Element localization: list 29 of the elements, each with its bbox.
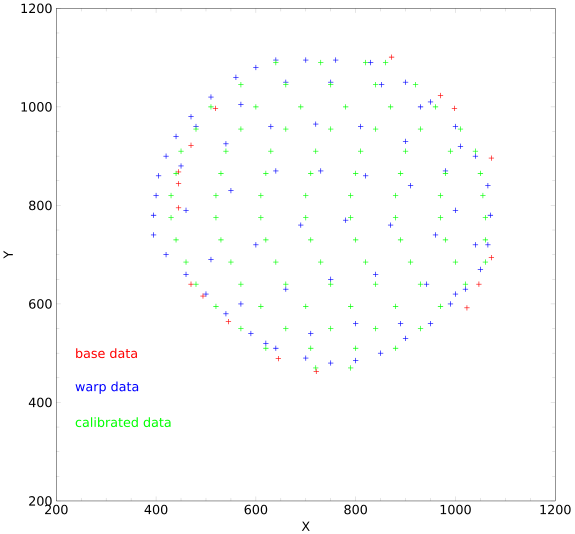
point [188, 281, 194, 287]
y-tick-label: 1200 [22, 3, 52, 13]
point [438, 92, 444, 98]
x-tick-label: 200 [45, 504, 68, 514]
y-tick-label: 1000 [22, 102, 52, 112]
y-axis-title: Y [4, 250, 13, 258]
y-tick-label: 400 [28, 397, 52, 408]
point [464, 304, 470, 311]
point [212, 105, 218, 112]
x-tick-label: 400 [144, 504, 168, 514]
x-tick-label: 600 [244, 504, 268, 514]
x-tick-label: 1200 [540, 504, 571, 514]
y-tick-label: 600 [29, 298, 52, 309]
point [176, 168, 182, 175]
x-tick-label: 800 [344, 504, 367, 514]
x-tick-label: 1000 [440, 504, 471, 514]
point [176, 204, 182, 211]
x-axis-title: X [302, 521, 310, 531]
point [313, 368, 320, 374]
point [188, 142, 194, 148]
point [451, 105, 458, 112]
text: calibrated data [76, 416, 171, 427]
point [176, 180, 182, 186]
y-tick-label: 200 [29, 496, 52, 506]
point [200, 292, 206, 299]
point [476, 281, 482, 287]
text: warp data [76, 381, 138, 394]
text: base data [76, 348, 137, 358]
y-tick-label: 800 [29, 200, 52, 210]
